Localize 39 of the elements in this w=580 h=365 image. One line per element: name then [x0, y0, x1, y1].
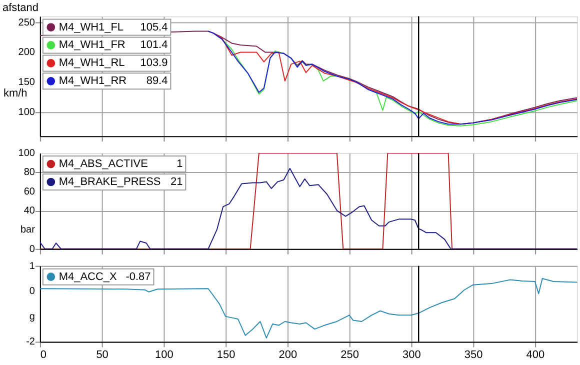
x-tick-label: 400 — [526, 349, 545, 362]
y-tick-label: g — [29, 311, 35, 322]
annotation: -0.87 — [126, 270, 151, 283]
y-tick-label: 1 — [29, 260, 36, 272]
y-tick-label: 0 — [29, 244, 36, 255]
y-tick-label: 250 — [18, 17, 36, 28]
x-tick-label: 100 — [155, 349, 174, 362]
annotation: 105.4 — [140, 21, 168, 34]
x-tick-label: 50 — [96, 349, 108, 362]
legend-label: M4_ACC_X — [58, 270, 118, 283]
x-tick-label: 150 — [216, 349, 236, 362]
y-tick-label: 200 — [18, 47, 36, 58]
y-tick-label: 0 — [29, 286, 36, 298]
y-tick-label: 40 — [24, 206, 36, 217]
x-tick-label: 350 — [464, 349, 483, 362]
x-tick-label: 200 — [278, 349, 298, 362]
legend-label: M4_WH1_RL — [58, 57, 125, 70]
legend-label: M4_WH1_FR — [58, 39, 126, 52]
y-tick-label: 100 — [18, 107, 36, 118]
y-tick-label: 150 — [18, 77, 36, 88]
legend-label: M4_WH1_FL — [58, 21, 124, 34]
y-tick-label: 60 — [24, 186, 36, 198]
annotation: 103.9 — [140, 57, 168, 70]
legend-label: M4_BRAKE_PRESS — [58, 176, 161, 188]
legend-label: M4_WH1_RR — [58, 75, 127, 88]
annotation: 1 — [176, 158, 183, 170]
y-tick-label: -2 — [26, 336, 36, 348]
y-tick-label: 100 — [18, 148, 36, 160]
chart-title: afstand — [2, 2, 38, 14]
annotation: 101.4 — [140, 39, 168, 52]
y-tick-label: bar — [20, 224, 36, 236]
x-tick-label: 250 — [340, 349, 359, 362]
x-tick-label: 0 — [40, 349, 47, 362]
y-tick-label: 80 — [24, 167, 36, 178]
annotation: 21 — [170, 176, 183, 188]
x-tick-label: 300 — [402, 349, 421, 362]
y-axis-title: km/h — [3, 87, 28, 100]
legend-label: M4_ABS_ACTIVE — [58, 158, 148, 170]
annotation: 89.4 — [146, 75, 168, 88]
